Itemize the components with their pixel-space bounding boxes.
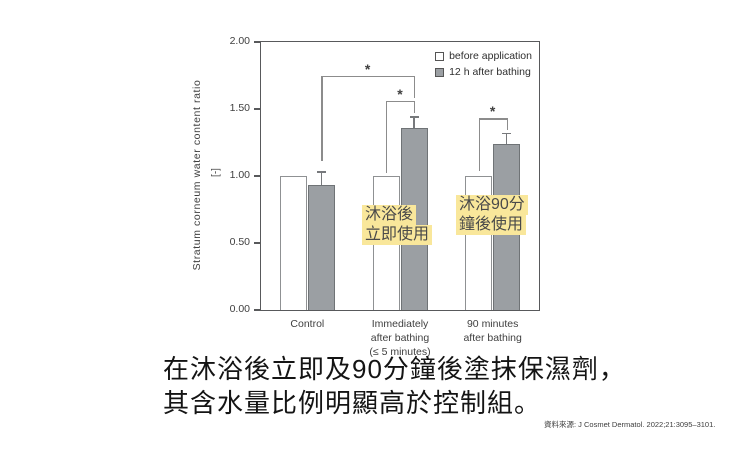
sig-bracket-1-leg-right: [414, 75, 416, 99]
errorbar-stem-after12h-90-minutes-after-bathing: [506, 133, 508, 144]
annotation-line: 立即使用: [362, 225, 433, 245]
legend-swatch-before-icon: [435, 51, 445, 61]
y-tick-0.00: [254, 309, 261, 311]
source-note: 資料來源: J Cosmet Dermatol. 2022;21:3095–31…: [544, 420, 716, 429]
sig-bracket-2-bar: [386, 100, 414, 103]
x-label-immediately-after-bathing: Immediately after bathing (≤ 5 minutes): [369, 318, 431, 358]
chart-legend: before application 12 h after bathing: [435, 50, 532, 78]
sig-bracket-2-leg-right: [414, 100, 416, 113]
sig-bracket-3-leg-right: [506, 118, 508, 131]
legend-item-after: 12 h after bathing: [435, 66, 532, 78]
errorbar-stem-after12h-immediately-after-bathing: [413, 117, 415, 128]
y-tick-1.50: [254, 108, 261, 110]
sig-star-1: *: [364, 60, 371, 77]
sig-bracket-3-bar: [478, 118, 507, 120]
x-label-control: Control: [290, 318, 325, 330]
legend-label-before: before application: [449, 50, 532, 62]
bar-after12h-control: [307, 185, 335, 310]
legend-label-after: 12 h after bathing: [449, 66, 531, 78]
annotation-line: 沐浴後: [362, 205, 417, 225]
errorbar-cap-after12h-immediately-after-bathing: [409, 116, 419, 118]
y-tick-label-1.50: 1.50: [229, 102, 250, 114]
errorbar-cap-after12h-control: [316, 171, 326, 173]
annotation-line: 鐘後使用: [456, 215, 527, 235]
y-tick-0.50: [254, 242, 261, 244]
annotation-apply-90min: 沐浴90分 鐘後使用: [456, 195, 528, 235]
sig-bracket-1-bar: [321, 75, 414, 77]
y-tick-label-1.00: 1.00: [229, 169, 250, 181]
sig-star-3: *: [489, 103, 496, 120]
annotation-apply-immediately: 沐浴後 立即使用: [362, 205, 433, 245]
annotation-line: 沐浴90分: [456, 195, 528, 215]
y-tick-2.00: [254, 41, 261, 43]
bar-before-control: [279, 176, 307, 310]
caption-line-1: 在沐浴後立即及90分鐘後塗抹保濕劑，: [163, 354, 626, 384]
caption-line-2: 其含水量比例明顯高於控制組。: [163, 388, 542, 418]
y-axis-label: Stratum corneum water content ratio: [191, 79, 203, 271]
y-tick-label-2.00: 2.00: [229, 35, 250, 47]
x-label-90-minutes-after-bathing: 90 minutes after bathing: [463, 318, 522, 344]
y-tick-label-0.00: 0.00: [229, 303, 250, 315]
legend-item-before: before application: [435, 50, 532, 62]
y-tick-label-0.50: 0.50: [229, 236, 250, 248]
plot-area: before application 12 h after bathing 0.…: [230, 35, 540, 358]
legend-swatch-after-icon: [435, 67, 445, 77]
sig-bracket-1-leg-left: [321, 75, 323, 162]
errorbar-cap-after12h-90-minutes-after-bathing: [502, 132, 512, 134]
y-tick-1.00: [254, 175, 261, 177]
sig-bracket-2-leg-left: [386, 100, 388, 174]
caption: 在沐浴後立即及90分鐘後塗抹保濕劑， 其含水量比例明顯高於控制組。: [163, 352, 626, 420]
sig-star-2: *: [397, 85, 403, 102]
sig-bracket-3-leg-left: [478, 118, 480, 171]
errorbar-stem-after12h-control: [320, 171, 322, 186]
